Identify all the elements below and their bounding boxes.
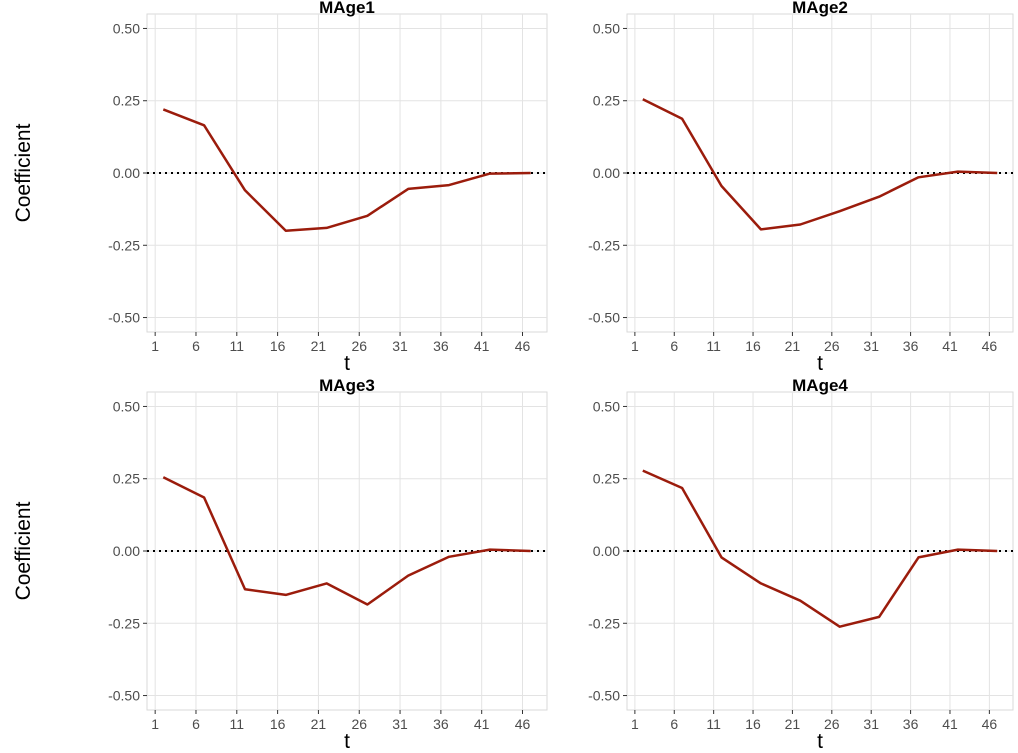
x-tick-label: 6 xyxy=(670,716,678,732)
x-tick-label: 41 xyxy=(942,338,958,354)
x-tick-label: 41 xyxy=(474,338,490,354)
y-tick-label: -0.25 xyxy=(108,615,140,631)
y-tick-label: 0.00 xyxy=(593,165,620,181)
x-tick-label: 26 xyxy=(824,716,840,732)
y-tick-label: 0.25 xyxy=(113,471,140,487)
x-tick-label: 31 xyxy=(863,716,879,732)
y-tick-label: 0.50 xyxy=(113,20,140,36)
x-tick-label: 6 xyxy=(192,338,200,354)
x-tick-label: 31 xyxy=(392,716,408,732)
y-tick-label: -0.25 xyxy=(108,237,140,253)
x-axis-label: t xyxy=(344,352,350,375)
x-tick-label: 11 xyxy=(230,338,245,354)
x-tick-label: 31 xyxy=(392,338,408,354)
series-line xyxy=(162,108,531,233)
x-tick-label: 11 xyxy=(706,338,721,354)
x-tick-label: 16 xyxy=(745,716,761,732)
y-tick-label: 0.50 xyxy=(593,398,620,414)
y-tick-label: -0.25 xyxy=(588,615,620,631)
x-tick-label: 36 xyxy=(433,338,449,354)
x-tick-label: 11 xyxy=(230,716,245,732)
y-tick-label: 0.00 xyxy=(113,165,140,181)
y-tick-label: -0.50 xyxy=(588,310,620,326)
panel-title: MAge3 xyxy=(319,376,375,395)
x-tick-label: 21 xyxy=(785,716,801,732)
y-tick-label: -0.25 xyxy=(588,237,620,253)
x-axis-label: t xyxy=(817,352,823,375)
panel-title: MAge1 xyxy=(319,0,375,17)
y-tick-label: 0.25 xyxy=(593,93,620,109)
x-tick-label: 1 xyxy=(151,338,159,354)
x-axis-label: t xyxy=(344,730,350,753)
y-axis-label: Coefficient xyxy=(12,501,35,600)
series-line xyxy=(642,469,998,628)
y-tick-label: -0.50 xyxy=(108,688,140,704)
x-tick-label: 36 xyxy=(903,716,919,732)
x-tick-label: 11 xyxy=(706,716,721,732)
x-tick-label: 16 xyxy=(270,716,286,732)
y-axis-label: Coefficient xyxy=(12,123,35,222)
x-tick-label: 16 xyxy=(745,338,761,354)
x-tick-label: 26 xyxy=(351,716,367,732)
panel-3: 1 6 11 16 21 26 31 36 41 46-0.50-0.250.000.250.50… xyxy=(12,376,548,753)
x-tick-label: 6 xyxy=(192,716,200,732)
y-tick-label: 0.50 xyxy=(593,20,620,36)
x-tick-label: 16 xyxy=(270,338,286,354)
x-tick-label: 6 xyxy=(670,338,678,354)
x-tick-label: 1 xyxy=(631,716,639,732)
y-tick-label: 0.25 xyxy=(593,471,620,487)
x-tick-label: 41 xyxy=(942,716,958,732)
y-tick-label: 0.00 xyxy=(593,543,620,559)
x-tick-label: 21 xyxy=(785,338,801,354)
x-tick-label: 26 xyxy=(351,338,367,354)
x-tick-label: 46 xyxy=(982,716,998,732)
series-line xyxy=(642,98,998,231)
x-tick-label: 21 xyxy=(311,716,327,732)
y-tick-label: -0.50 xyxy=(108,310,140,326)
series-line xyxy=(162,476,531,606)
x-tick-label: 1 xyxy=(151,716,159,732)
y-tick-label: 0.25 xyxy=(113,93,140,109)
x-tick-label: 21 xyxy=(311,338,327,354)
panel-4: 1 6 11 16 21 26 31 36 41 46-0.50-0.250.000.250.50… xyxy=(588,376,1014,753)
x-tick-label: 36 xyxy=(433,716,449,732)
x-tick-label: 46 xyxy=(515,338,531,354)
y-tick-label: 0.00 xyxy=(113,543,140,559)
panel-title: MAge2 xyxy=(792,0,848,17)
y-tick-label: -0.50 xyxy=(588,688,620,704)
x-tick-label: 36 xyxy=(903,338,919,354)
x-tick-label: 31 xyxy=(863,338,879,354)
x-tick-label: 41 xyxy=(474,716,490,732)
y-tick-label: 0.50 xyxy=(113,398,140,414)
x-tick-label: 46 xyxy=(982,338,998,354)
x-tick-label: 46 xyxy=(515,716,531,732)
x-axis-label: t xyxy=(817,730,823,753)
panel-title: MAge4 xyxy=(792,376,848,395)
panel-1: 1 6 11 16 21 26 31 36 41 46-0.50-0.250.000.250.50… xyxy=(12,0,548,375)
panel-2: 1 6 11 16 21 26 31 36 41 46-0.50-0.250.000.250.50… xyxy=(588,0,1014,375)
x-tick-label: 26 xyxy=(824,338,840,354)
x-tick-label: 1 xyxy=(631,338,639,354)
